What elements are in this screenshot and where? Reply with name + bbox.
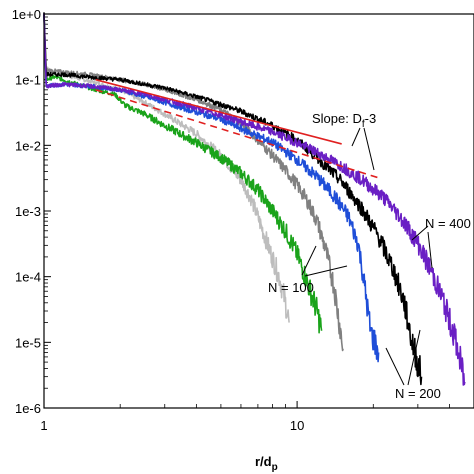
y-tick-label: 1e+0 [12, 7, 41, 22]
x-tick-label: 1 [40, 418, 47, 433]
slope-pointer-dashed [363, 127, 375, 171]
n400-annotation: N = 400 [425, 216, 471, 231]
fit-line-solid [95, 78, 342, 145]
y-tick-label: 1e-3 [15, 204, 41, 219]
slope-annotation: Slope: Df-3 [312, 111, 376, 130]
y-tick-label: 1e-6 [15, 401, 41, 416]
n200-pointer-b [407, 329, 421, 386]
series-line-5 [43, 13, 466, 386]
y-axis-ticks: 1e+0 1e-1 1e-2 1e-3 1e-4 1e-5 1e-6 [12, 7, 51, 416]
fit-lines-layer [95, 78, 379, 179]
series-line-0 [43, 13, 290, 323]
annotation-pointers [301, 127, 433, 386]
y-tick-label: 1e-5 [15, 335, 41, 350]
series-line-2 [43, 12, 344, 352]
fit-line-dashed [95, 89, 379, 179]
y-tick-label: 1e-1 [15, 73, 41, 88]
y-tick-label: 1e-2 [15, 138, 41, 153]
n400-pointer-b [427, 231, 433, 269]
n100-pointer-b [304, 265, 348, 277]
plot-frame [43, 13, 474, 409]
x-axis-title: r/dp [255, 454, 278, 473]
x-axis-ticks: 1 10 [40, 401, 450, 433]
n100-pointer-a [301, 245, 317, 276]
x-tick-label: 10 [290, 418, 304, 433]
n400-pointer-a [411, 225, 429, 241]
slope-pointer-solid [351, 127, 361, 147]
n100-annotation: N = 100 [268, 280, 314, 295]
series-line-3 [43, 14, 380, 363]
series-layer [43, 12, 466, 386]
series-line-4 [43, 12, 423, 386]
n200-annotation: N = 200 [395, 386, 441, 401]
n200-pointer-a [385, 347, 405, 386]
y-tick-label: 1e-4 [15, 270, 41, 285]
